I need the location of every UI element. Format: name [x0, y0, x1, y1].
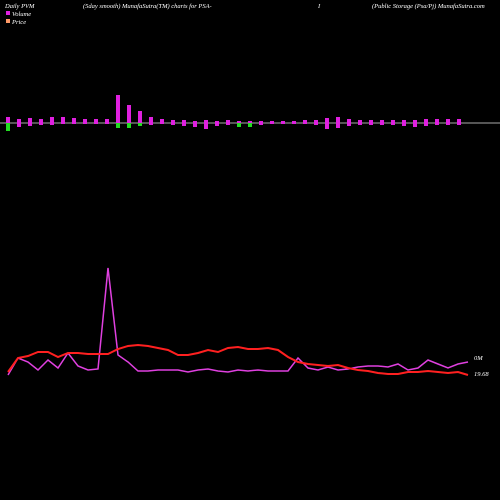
series-line	[7, 267, 469, 376]
volume-bar	[369, 120, 373, 123]
volume-bar	[138, 111, 142, 123]
volume-bar-lower	[149, 123, 153, 125]
volume-bar-lower	[138, 123, 142, 126]
volume-bar-lower	[72, 123, 76, 124]
volume-bar-lower	[226, 123, 230, 125]
volume-bar-lower	[17, 123, 21, 127]
volume-bar	[105, 119, 109, 123]
volume-bar	[380, 120, 384, 123]
volume-bar-lower	[116, 123, 120, 128]
volume-bar	[402, 120, 406, 123]
volume-bar	[72, 118, 76, 123]
volume-bar	[424, 119, 428, 123]
volume-bar-lower	[94, 123, 98, 124]
volume-bar	[160, 119, 164, 123]
volume-bar-lower	[6, 123, 10, 131]
legend-swatch	[6, 11, 10, 15]
volume-bar-lower	[303, 123, 307, 124]
volume-bar	[237, 121, 241, 123]
volume-bar	[391, 120, 395, 123]
volume-bar-lower	[193, 123, 197, 127]
volume-bar-lower	[105, 123, 109, 124]
volume-bar	[358, 120, 362, 123]
volume-bar-lower	[171, 123, 175, 125]
volume-bar-lower	[380, 123, 384, 125]
volume-bar-lower	[424, 123, 428, 126]
volume-bar-lower	[61, 123, 65, 124]
volume-bar	[171, 120, 175, 123]
volume-bar-lower	[347, 123, 351, 126]
volume-bar	[446, 119, 450, 123]
volume-bar	[83, 119, 87, 123]
volume-bar-lower	[83, 123, 87, 124]
end-label: 19.68	[474, 371, 489, 378]
volume-bar-lower	[182, 123, 186, 126]
volume-bar-lower	[358, 123, 362, 125]
volume-bar-lower	[215, 123, 219, 126]
volume-bar-lower	[413, 123, 417, 127]
company: (Public Storage (Psa/Pj) MunafaSutra.com	[372, 3, 485, 10]
series-line	[7, 343, 469, 376]
volume-bar-lower	[369, 123, 373, 125]
volume-bar	[182, 120, 186, 123]
volume-bar	[193, 121, 197, 123]
volume-bar-lower	[248, 123, 252, 127]
volume-bar	[457, 119, 461, 123]
legend-label: Volume	[12, 11, 31, 18]
volume-bar	[28, 118, 32, 123]
volume-bar-lower	[28, 123, 32, 126]
volume-bar-lower	[435, 123, 439, 125]
chart-title: Daily PVM	[4, 3, 35, 10]
volume-bar-lower	[446, 123, 450, 125]
volume-bar	[413, 120, 417, 123]
volume-bar-lower	[292, 123, 296, 124]
volume-bar-lower	[325, 123, 329, 129]
volume-bar-lower	[160, 123, 164, 124]
legend-swatch	[6, 19, 10, 23]
volume-bar-lower	[402, 123, 406, 126]
volume-bar	[149, 117, 153, 123]
volume-bar-lower	[259, 123, 263, 125]
volume-bar	[61, 117, 65, 123]
volume-bar-lower	[314, 123, 318, 125]
volume-bar	[281, 121, 285, 123]
volume-bar	[314, 120, 318, 123]
volume-bar-lower	[391, 123, 395, 125]
volume-bar-lower	[457, 123, 461, 125]
volume-bar	[435, 119, 439, 123]
legend-label: Price	[11, 19, 26, 26]
volume-bar	[215, 121, 219, 123]
volume-bar-lower	[204, 123, 208, 129]
volume-bar-lower	[270, 123, 274, 124]
volume-bar	[39, 119, 43, 123]
volume-bar-lower	[50, 123, 54, 125]
chart-subtitle: (5day smooth) MunafaSutra(TM) charts for…	[83, 3, 212, 10]
volume-bar	[325, 118, 329, 123]
volume-bar-lower	[336, 123, 340, 128]
symbol: I	[317, 3, 321, 10]
volume-bar	[248, 121, 252, 123]
volume-bar-lower	[281, 123, 285, 124]
volume-bar	[259, 121, 263, 123]
volume-bar	[292, 121, 296, 123]
volume-bar	[94, 119, 98, 123]
end-label: 0M	[474, 355, 483, 362]
volume-bar	[226, 120, 230, 123]
volume-bar	[116, 95, 120, 123]
volume-bar	[270, 121, 274, 123]
volume-bar-lower	[237, 123, 241, 127]
volume-bar	[347, 119, 351, 123]
volume-bar	[6, 117, 10, 123]
volume-bar-lower	[127, 123, 131, 128]
volume-bar	[303, 120, 307, 123]
volume-bar	[50, 117, 54, 123]
volume-bar	[127, 105, 131, 123]
volume-bar	[204, 120, 208, 123]
volume-bar-lower	[39, 123, 43, 125]
volume-bar	[17, 119, 21, 123]
volume-bar	[336, 117, 340, 123]
